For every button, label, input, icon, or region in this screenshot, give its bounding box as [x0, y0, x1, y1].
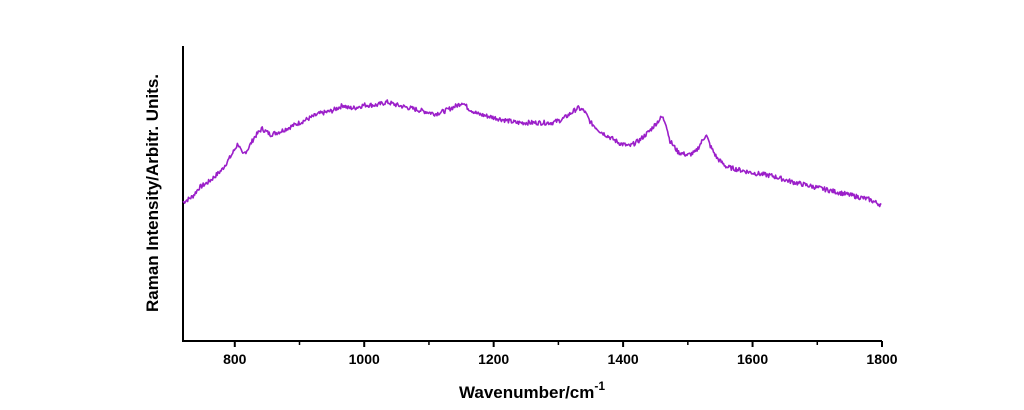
x-tick-label-1600: 1600: [737, 351, 768, 367]
spectrum-line: [182, 99, 882, 208]
x-axis-title-superscript: -1: [594, 379, 605, 393]
x-tick-label-1200: 1200: [478, 351, 509, 367]
x-axis-ticks: [233, 341, 883, 347]
y-axis-title: Raman Intensity/Arbitr. Units.: [143, 74, 162, 312]
x-tick-label-1000: 1000: [349, 351, 380, 367]
x-tick-label-1800: 1800: [866, 351, 897, 367]
x-axis-tick-labels: 800 1000 1200 1400 1600 1800: [223, 351, 898, 367]
x-tick-label-1400: 1400: [608, 351, 639, 367]
x-axis-title: Wavenumber/cm-1: [459, 379, 605, 402]
x-tick-label-800: 800: [223, 351, 247, 367]
